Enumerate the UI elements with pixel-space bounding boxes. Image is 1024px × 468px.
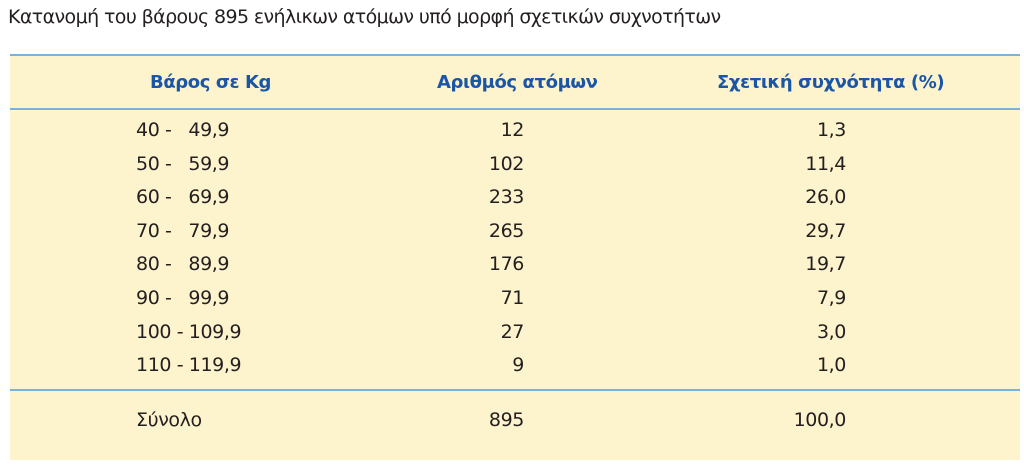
table-row: 90 - 99,9 71 7,9 <box>0 284 1024 312</box>
count-cell: 12 <box>500 119 525 141</box>
total-row: Σύνολο 895 100,0 <box>0 406 1024 434</box>
weight-range-cell: 90 - 99,9 <box>136 287 230 309</box>
count-cell: 102 <box>488 152 524 175</box>
weight-range-cell: 40 - 49,9 <box>136 119 230 141</box>
total-count: 895 <box>488 409 524 431</box>
count-cell: 9 <box>512 354 524 377</box>
total-rule <box>10 389 1020 391</box>
weight-range-cell: 80 - 89,9 <box>136 253 230 276</box>
table-row: 60 - 69,9 233 26,0 <box>0 183 1024 211</box>
table-row: 80 - 89,9 176 19,7 <box>0 250 1024 278</box>
table-panel <box>10 56 1020 460</box>
table-row: 70 - 79,9 265 29,7 <box>0 217 1024 245</box>
weight-range-cell: 50 - 59,9 <box>136 152 230 175</box>
header-rule <box>10 108 1020 110</box>
count-cell: 233 <box>488 186 524 209</box>
frequency-cell: 11,4 <box>805 152 846 175</box>
count-cell: 265 <box>488 219 524 242</box>
table-caption: Κατανομή του βάρους 895 ενήλικων ατόμων … <box>8 6 721 28</box>
count-cell: 176 <box>488 253 524 276</box>
top-rule <box>10 54 1020 56</box>
count-cell: 27 <box>500 320 525 343</box>
total-frequency: 100,0 <box>793 409 847 431</box>
count-cell: 71 <box>500 287 525 309</box>
weight-range-cell: 110 - 119,9 <box>136 354 242 377</box>
table-row: 100 - 109,9 27 3,0 <box>0 318 1024 346</box>
weight-range-cell: 60 - 69,9 <box>136 186 230 209</box>
header-count: Αριθμός ατόμων <box>437 72 598 93</box>
table-row: 110 - 119,9 9 1,0 <box>0 351 1024 379</box>
frequency-cell: 19,7 <box>805 253 846 276</box>
weight-range-cell: 100 - 109,9 <box>136 320 242 343</box>
frequency-cell: 1,0 <box>816 354 846 377</box>
header-frequency: Σχετική συχνότητα (%) <box>717 72 945 93</box>
frequency-cell: 1,3 <box>816 119 846 141</box>
frequency-cell: 26,0 <box>805 186 846 209</box>
frequency-cell: 7,9 <box>816 287 846 309</box>
header-weight: Βάρος σε Kg <box>150 72 272 93</box>
frequency-cell: 3,0 <box>816 320 846 343</box>
table-row: 40 - 49,9 12 1,3 <box>0 116 1024 144</box>
frequency-cell: 29,7 <box>805 219 846 242</box>
table-row: 50 - 59,9 102 11,4 <box>0 150 1024 178</box>
weight-range-cell: 70 - 79,9 <box>136 219 230 242</box>
total-label: Σύνολο <box>136 409 202 431</box>
